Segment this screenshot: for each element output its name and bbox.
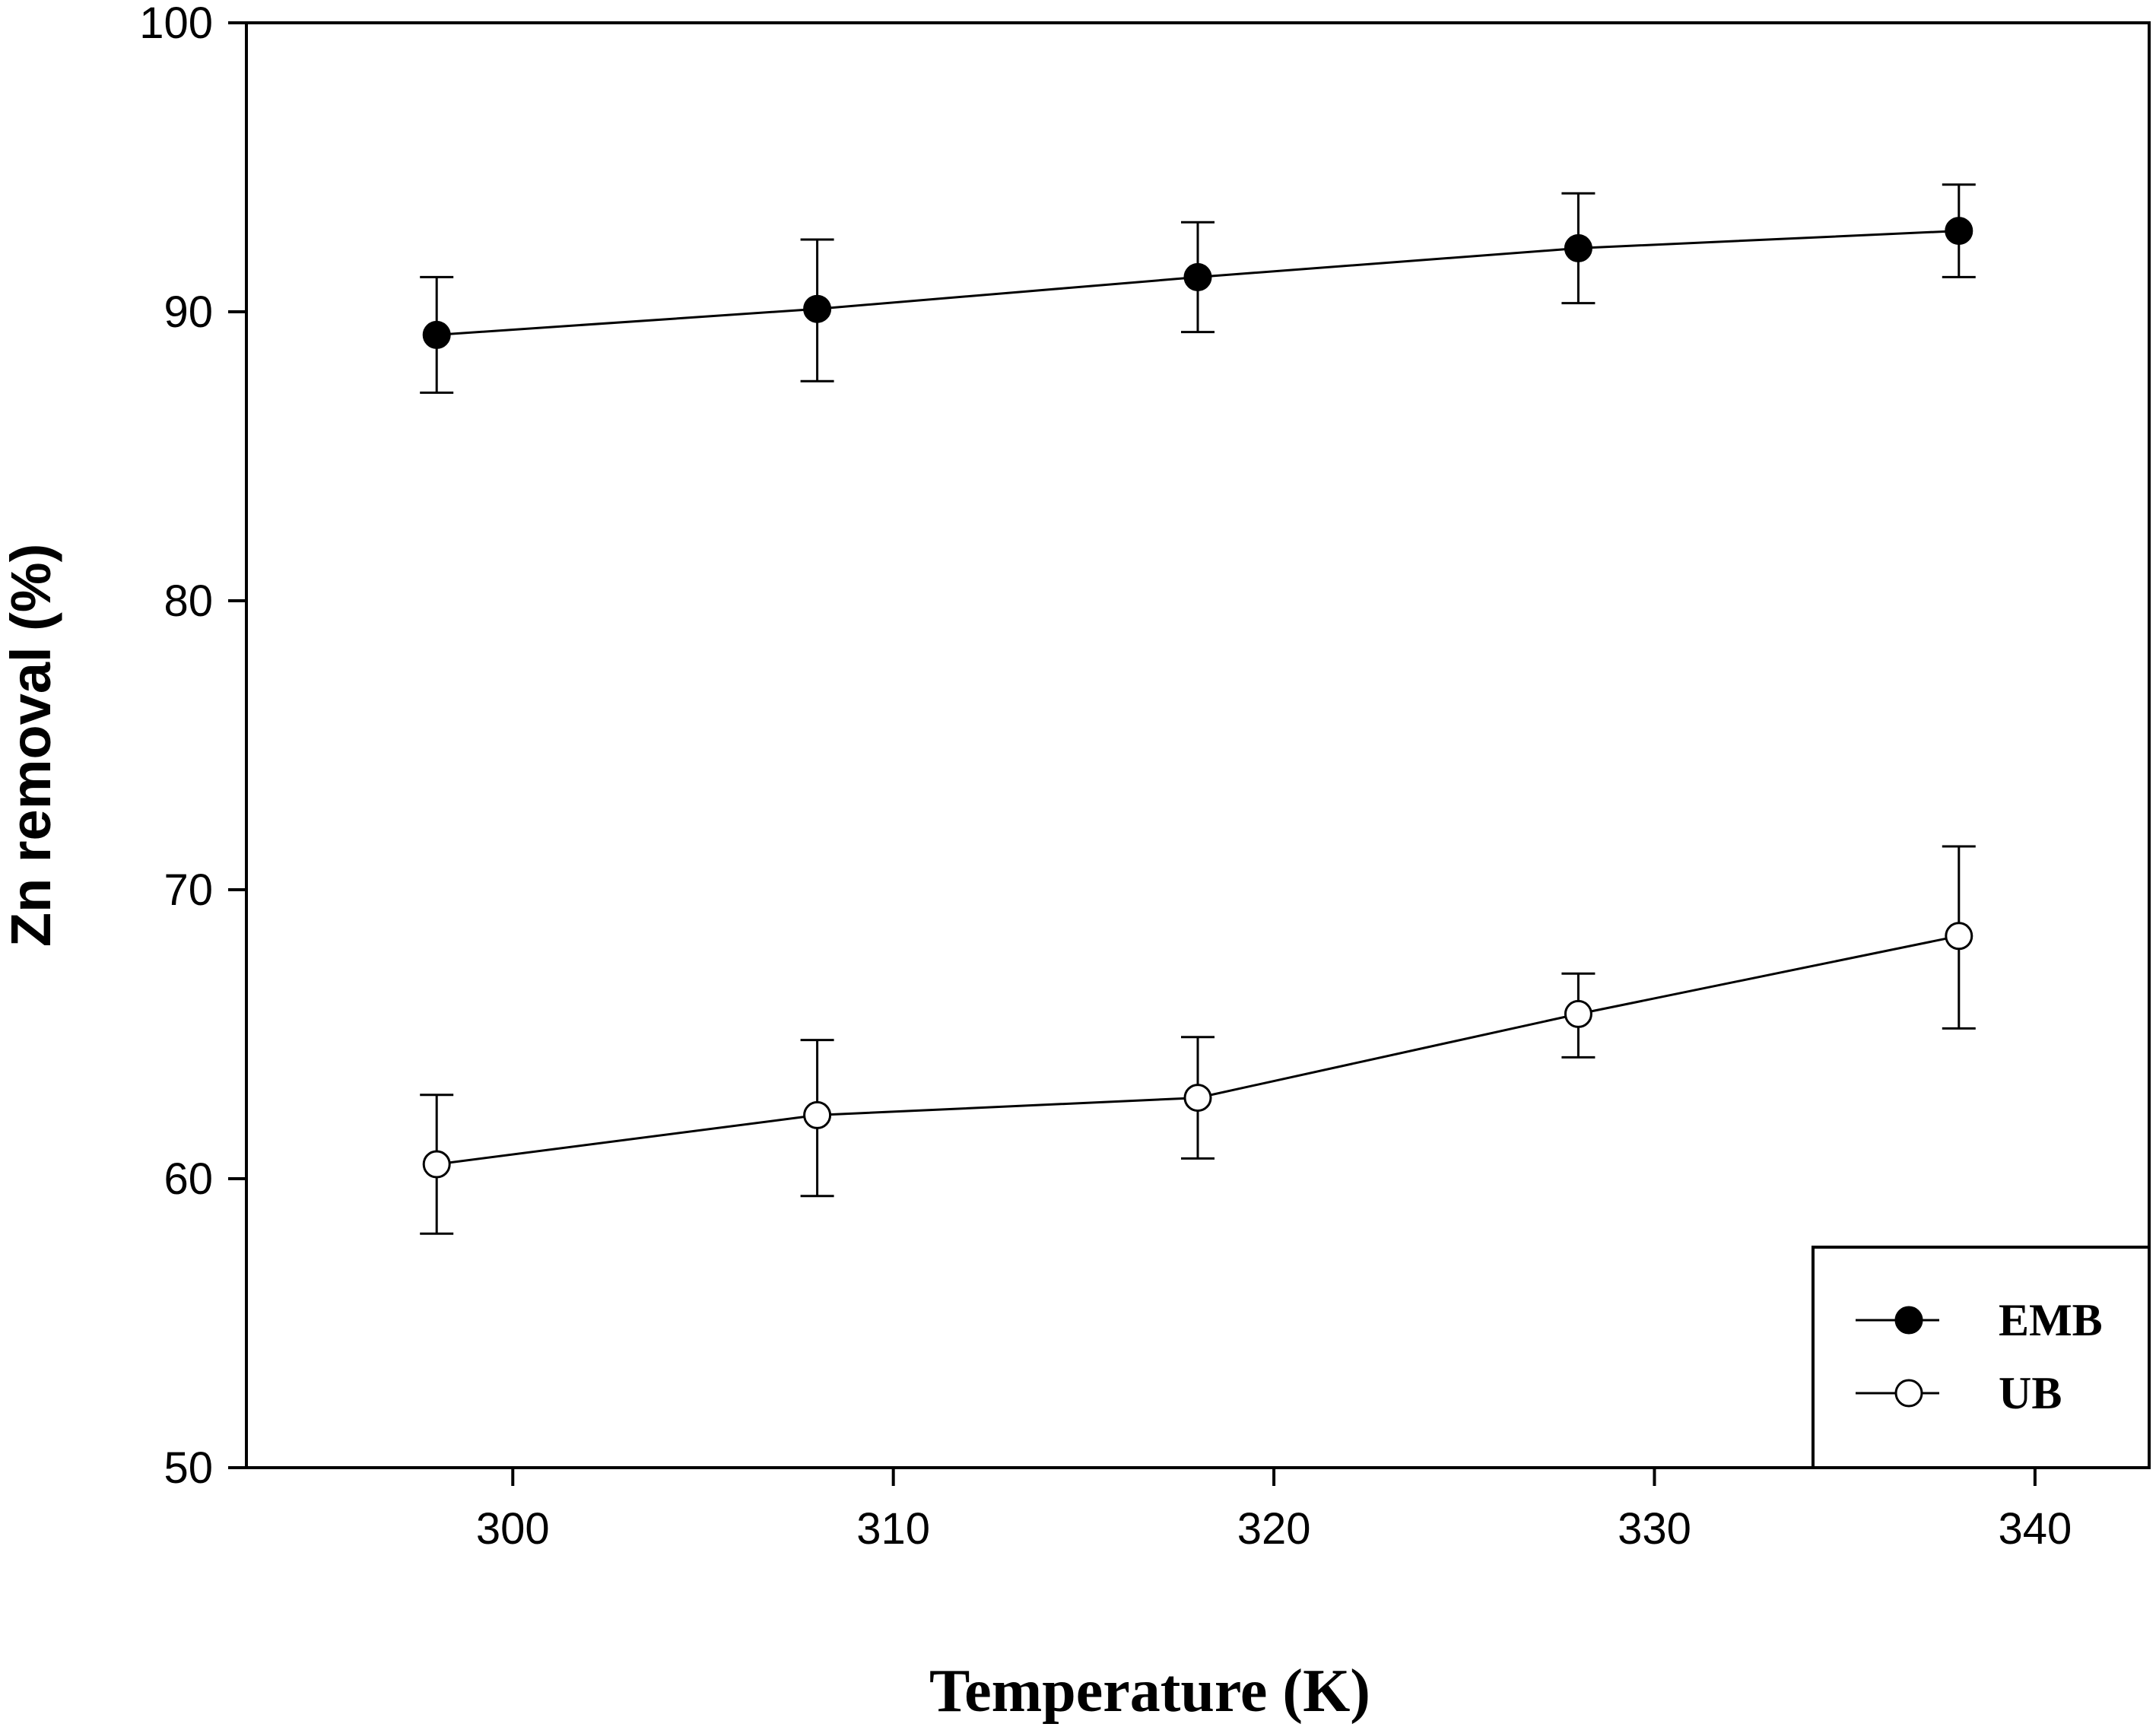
- data-point-ub-298: [422, 1150, 451, 1179]
- x-axis-ticks: 300 310 320 330 340: [476, 1468, 2072, 1554]
- legend: EMB UB: [1811, 1246, 2151, 1469]
- plot-frame: [245, 21, 2151, 1469]
- y-tick-label-60: 60: [164, 1154, 213, 1204]
- data-point-emb-318: [1183, 262, 1212, 291]
- y-axis-ticks: 50 60 70 80 90 100: [139, 0, 246, 1493]
- legend-label-ub: UB: [1999, 1368, 2062, 1418]
- y-axis-label: Zn removal (%): [0, 544, 62, 947]
- legend-marker-ub: [1894, 1379, 1923, 1408]
- series-layer: [420, 183, 1976, 1235]
- legend-label-emb: EMB: [1999, 1295, 2103, 1345]
- x-tick-label-310: 310: [856, 1504, 930, 1554]
- legend-marker-emb: [1894, 1306, 1923, 1335]
- x-tick-label-330: 330: [1618, 1504, 1691, 1554]
- data-point-ub-318: [1183, 1084, 1212, 1113]
- x-axis-label: Temperature (K): [929, 1658, 1370, 1725]
- data-point-emb-328: [1564, 233, 1592, 262]
- data-point-emb-308: [803, 294, 832, 323]
- x-tick-label-300: 300: [476, 1504, 550, 1554]
- legend-box: [1811, 1246, 2151, 1469]
- y-tick-label-50: 50: [164, 1443, 213, 1493]
- data-point-emb-338: [1945, 217, 1973, 246]
- y-tick-label-90: 90: [164, 287, 213, 337]
- y-tick-label-100: 100: [139, 0, 213, 48]
- x-tick-label-320: 320: [1237, 1504, 1311, 1554]
- y-tick-label-80: 80: [164, 576, 213, 626]
- x-tick-label-340: 340: [1998, 1504, 2072, 1554]
- y-tick-label-70: 70: [164, 865, 213, 915]
- data-point-ub-308: [803, 1100, 832, 1129]
- data-point-ub-338: [1945, 922, 1973, 951]
- data-point-emb-298: [422, 320, 451, 349]
- data-point-ub-328: [1564, 999, 1592, 1028]
